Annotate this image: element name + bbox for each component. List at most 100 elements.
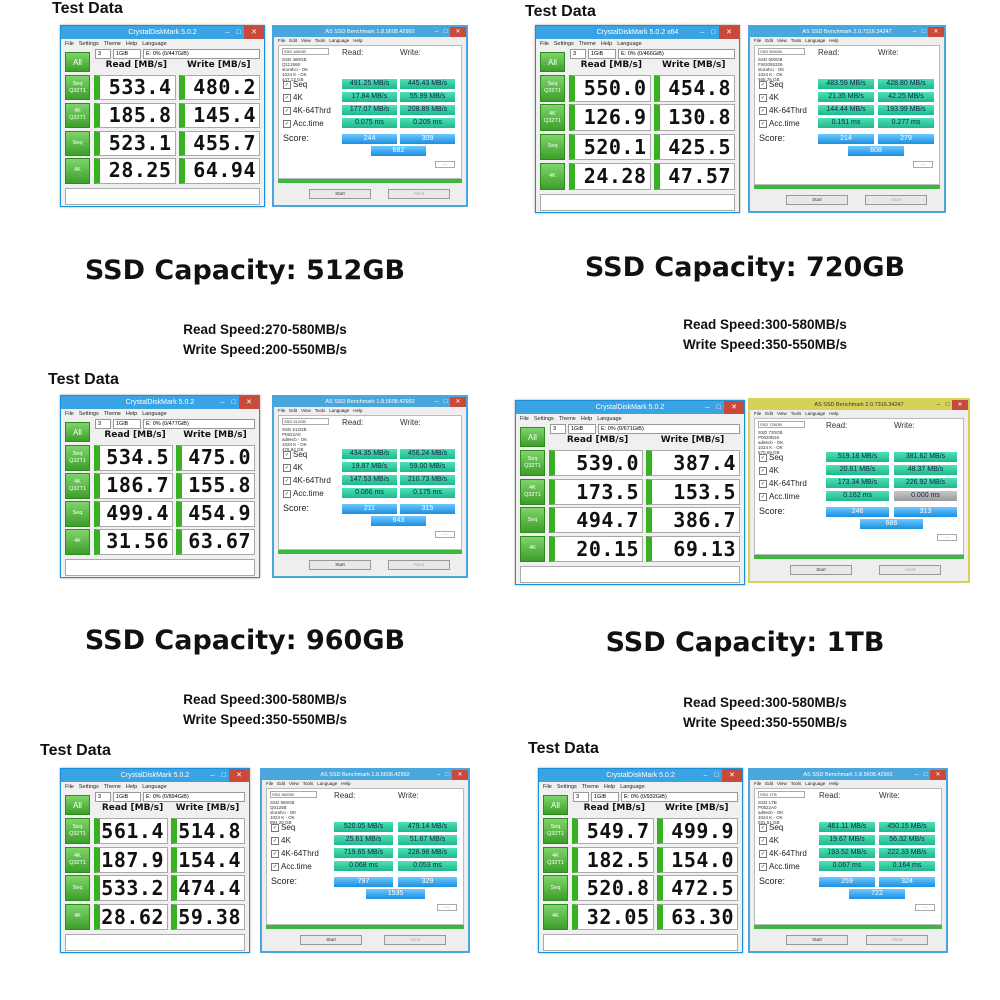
minimize-icon[interactable]: –: [705, 404, 710, 411]
minimize-icon[interactable]: –: [700, 29, 705, 36]
test-count-select[interactable]: 3: [573, 792, 589, 802]
menu-item[interactable]: Help: [603, 784, 616, 790]
menu-item[interactable]: Edit: [289, 38, 298, 43]
menu-item[interactable]: Theme: [103, 411, 121, 417]
run-test-button[interactable]: 4K Q32T1: [65, 473, 90, 499]
maximize-icon[interactable]: □: [443, 399, 448, 405]
run-test-button[interactable]: Seq: [520, 507, 545, 533]
drive-select[interactable]: SSD 512GB: [282, 418, 329, 425]
comment-field[interactable]: [520, 565, 740, 583]
checkbox-icon[interactable]: ✓: [759, 849, 767, 858]
test-size-select[interactable]: 1GiB: [591, 792, 619, 802]
menu-item[interactable]: File: [65, 41, 74, 47]
menu-item[interactable]: File: [540, 41, 549, 47]
maximize-icon[interactable]: □: [221, 772, 226, 779]
close-icon[interactable]: ✕: [239, 396, 259, 409]
maximize-icon[interactable]: □: [711, 29, 716, 36]
drive-select[interactable]: E: 0% (0/671GiB): [598, 424, 740, 434]
menu-item[interactable]: File: [278, 38, 286, 43]
run-test-button[interactable]: 4K Q32T1: [540, 104, 565, 131]
run-test-button[interactable]: Seq Q32T1: [65, 75, 90, 101]
menu-item[interactable]: Theme: [578, 41, 596, 47]
drive-select[interactable]: SSD 500GB: [758, 48, 805, 55]
menu-item[interactable]: Theme: [581, 784, 599, 790]
close-icon[interactable]: ✕: [452, 770, 468, 780]
menu-item[interactable]: Help: [353, 408, 363, 413]
menu-item[interactable]: Language: [142, 411, 167, 417]
menu-item[interactable]: Language: [317, 781, 338, 786]
all-button[interactable]: All: [543, 795, 568, 815]
menu-item[interactable]: Language: [620, 784, 645, 790]
test-count-select[interactable]: 3: [550, 424, 566, 434]
checkbox-icon[interactable]: ✓: [283, 489, 291, 498]
close-icon[interactable]: ✕: [229, 769, 249, 782]
start-button[interactable]: Start: [786, 935, 848, 945]
menu-item[interactable]: Help: [829, 38, 839, 43]
run-test-button[interactable]: 4K Q32T1: [65, 846, 90, 873]
drive-select[interactable]: E: 0% (0/894GiB): [143, 792, 245, 802]
close-icon[interactable]: ✕: [450, 397, 466, 407]
menu-item[interactable]: Help: [353, 38, 363, 43]
run-test-button[interactable]: 4K: [520, 535, 545, 562]
maximize-icon[interactable]: □: [236, 29, 241, 36]
close-icon[interactable]: ✕: [244, 26, 264, 39]
menu-item[interactable]: Tools: [790, 38, 802, 43]
close-icon[interactable]: ✕: [928, 27, 944, 37]
menu-item[interactable]: Help: [125, 411, 138, 417]
run-test-button[interactable]: Seq Q32T1: [65, 818, 90, 844]
test-count-select[interactable]: 3: [570, 49, 586, 59]
minimize-icon[interactable]: –: [210, 772, 215, 779]
menu-item[interactable]: Language: [617, 41, 642, 47]
abort-button[interactable]: Abort: [866, 935, 928, 945]
menu-item[interactable]: Settings: [556, 784, 577, 790]
minimize-icon[interactable]: –: [914, 772, 919, 778]
close-icon[interactable]: ✕: [722, 769, 742, 782]
start-button[interactable]: Start: [786, 195, 848, 205]
menu-item[interactable]: Settings: [78, 411, 99, 417]
minimize-icon[interactable]: –: [936, 402, 941, 408]
drive-select[interactable]: SSD 1TB: [758, 791, 805, 798]
menu-item[interactable]: Theme: [103, 41, 121, 47]
run-test-button[interactable]: 4K: [543, 903, 568, 930]
checkbox-icon[interactable]: ✓: [271, 823, 279, 832]
drive-select[interactable]: SSD 480GB: [282, 48, 329, 55]
drive-select[interactable]: SSD 720GB: [758, 421, 805, 428]
comment-field[interactable]: [540, 193, 735, 211]
all-button[interactable]: All: [520, 427, 545, 447]
run-test-button[interactable]: Seq: [543, 875, 568, 901]
checkbox-icon[interactable]: ✓: [759, 492, 767, 501]
menu-item[interactable]: Edit: [765, 38, 774, 43]
menu-item[interactable]: File: [754, 411, 762, 416]
run-test-button[interactable]: Seq: [65, 875, 90, 901]
run-test-button[interactable]: 4K: [65, 158, 90, 184]
menu-item[interactable]: Tools: [302, 781, 314, 786]
test-count-select[interactable]: 3: [95, 49, 111, 59]
run-test-button[interactable]: 4K Q32T1: [65, 102, 90, 128]
test-size-select[interactable]: 1GiB: [568, 424, 596, 434]
maximize-icon[interactable]: □: [714, 772, 719, 779]
drive-select[interactable]: E: 0% (0/477GiB): [143, 419, 255, 429]
start-button[interactable]: Start: [300, 935, 362, 945]
all-button[interactable]: All: [65, 795, 90, 815]
minimize-icon[interactable]: –: [912, 29, 917, 35]
menu-item[interactable]: View: [777, 38, 787, 43]
checkbox-icon[interactable]: ✓: [283, 93, 291, 102]
menu-item[interactable]: Tools: [790, 411, 802, 416]
checkbox-icon[interactable]: ✓: [759, 466, 767, 475]
start-button[interactable]: Start: [309, 560, 371, 570]
menu-item[interactable]: View: [301, 38, 311, 43]
menu-item[interactable]: Settings: [553, 41, 574, 47]
checkbox-icon[interactable]: ✓: [759, 106, 767, 115]
checkbox-icon[interactable]: ✓: [759, 93, 767, 102]
checkbox-icon[interactable]: ✓: [283, 106, 291, 115]
test-size-select[interactable]: 1GiB: [113, 49, 141, 59]
close-icon[interactable]: ✕: [930, 770, 946, 780]
test-size-select[interactable]: 1GiB: [113, 792, 141, 802]
abort-button[interactable]: Abort: [865, 195, 927, 205]
menu-item[interactable]: Language: [805, 411, 826, 416]
checkbox-icon[interactable]: ✓: [283, 119, 291, 128]
menu-item[interactable]: Edit: [765, 781, 774, 786]
checkbox-icon[interactable]: ✓: [283, 463, 291, 472]
drive-select[interactable]: E: 0% (0/932GiB): [621, 792, 738, 802]
menu-item[interactable]: Edit: [765, 411, 774, 416]
